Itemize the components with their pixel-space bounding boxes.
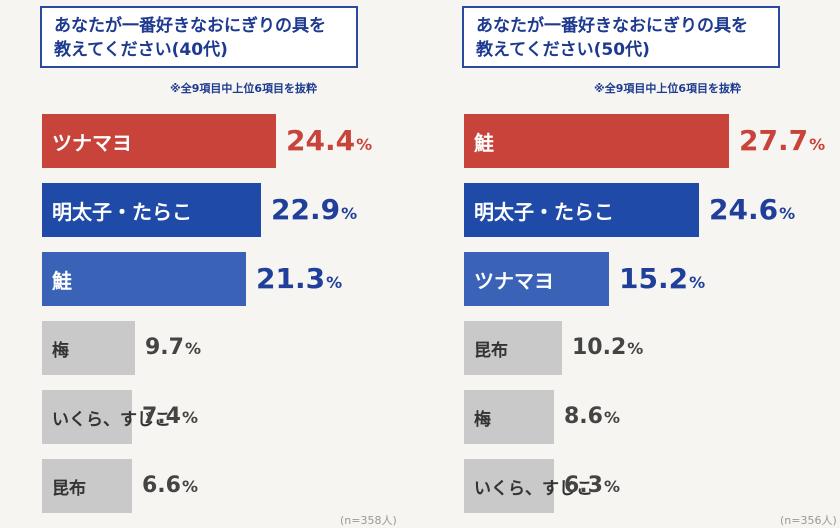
chart-title-box: あなたが一番好きなおにぎりの具を 教えてください(40代) [40, 6, 358, 68]
bar-label: ツナマヨ [474, 268, 554, 293]
bar: いくら、すじこ [464, 459, 593, 513]
bar-label: 梅 [52, 340, 69, 361]
chart-panel-40s: あなたが一番好きなおにぎりの具を 教えてください(40代) ※全9項目中上位6項… [40, 0, 440, 527]
bar: 梅 [464, 390, 554, 444]
chart-panel-50s: あなたが一番好きなおにぎりの具を 教えてください(50代) ※全9項目中上位6項… [462, 0, 840, 527]
bar-value-unit: % [603, 477, 621, 496]
bar-value-unit: % [779, 204, 796, 223]
bar-value-label: 6.3% [564, 459, 620, 513]
bar-value-unit: % [184, 339, 202, 358]
chart-title-box: あなたが一番好きなおにぎりの具を 教えてください(50代) [462, 6, 780, 68]
bar-value-unit: % [341, 204, 358, 223]
bar-value-unit: % [181, 477, 199, 496]
bar: ツナマヨ [42, 114, 276, 168]
bar-value-number: 7.4 [142, 404, 181, 429]
sample-size: (n=356人) [780, 514, 837, 527]
bar-value-label: 15.2% [619, 252, 705, 306]
bar-value-label: 9.7% [145, 321, 201, 375]
bar: 梅 [42, 321, 135, 375]
bar-label: 昆布 [52, 478, 86, 499]
bar-label: ツナマヨ [52, 130, 132, 155]
bar-label: 昆布 [474, 340, 508, 361]
bar: 明太子・たらこ [42, 183, 261, 237]
bar-value-label: 7.4% [142, 390, 198, 444]
bar-value-number: 27.7 [739, 124, 809, 157]
bar-label: いくら、すじこ [52, 409, 171, 430]
bar-value-label: 27.7% [739, 114, 825, 168]
bar-value-unit: % [326, 273, 343, 292]
bar-value-number: 9.7 [145, 335, 184, 360]
bar-value-number: 24.4 [286, 124, 356, 157]
bar: 鮭 [464, 114, 729, 168]
bar-label: 明太子・たらこ [474, 199, 614, 224]
bar-value-label: 24.4% [286, 114, 372, 168]
bar-value-number: 10.2 [572, 335, 627, 360]
bar-value-number: 8.6 [564, 404, 603, 429]
bar: 昆布 [464, 321, 562, 375]
bar-value-unit: % [809, 135, 826, 154]
bar: 鮭 [42, 252, 246, 306]
chart-title-line: 教えてください(50代) [476, 40, 650, 60]
sample-size: (n=358人) [340, 514, 397, 527]
bar-label: 鮭 [474, 130, 494, 155]
chart-title-line: あなたが一番好きなおにぎりの具を [54, 16, 326, 36]
bar-value-number: 15.2 [619, 262, 689, 295]
bar-value-unit: % [689, 273, 706, 292]
bar-value-number: 24.6 [709, 193, 779, 226]
bar-value-label: 21.3% [256, 252, 342, 306]
bar: 明太子・たらこ [464, 183, 699, 237]
bar-label: いくら、すじこ [474, 478, 593, 499]
bar-value-unit: % [181, 408, 199, 427]
bar-label: 梅 [474, 409, 491, 430]
bar-value-unit: % [603, 408, 621, 427]
bar: ツナマヨ [464, 252, 609, 306]
bar-value-number: 22.9 [271, 193, 341, 226]
bar-value-label: 10.2% [572, 321, 643, 375]
bar-value-unit: % [356, 135, 373, 154]
chart-title-line: 教えてください(40代) [54, 40, 228, 60]
bar-value-label: 24.6% [709, 183, 795, 237]
bar-value-number: 6.3 [564, 473, 603, 498]
bar-value-label: 22.9% [271, 183, 357, 237]
bar-value-number: 21.3 [256, 262, 326, 295]
chart-note: ※全9項目中上位6項目を抜粋 [170, 82, 318, 95]
bar: いくら、すじこ [42, 390, 171, 444]
bar-label: 明太子・たらこ [52, 199, 192, 224]
bar-value-number: 6.6 [142, 473, 181, 498]
bar-value-unit: % [627, 339, 644, 358]
chart-title-line: あなたが一番好きなおにぎりの具を [476, 16, 748, 36]
chart-note: ※全9項目中上位6項目を抜粋 [594, 82, 742, 95]
bar-value-label: 8.6% [564, 390, 620, 444]
bar: 昆布 [42, 459, 132, 513]
bar-label: 鮭 [52, 268, 72, 293]
bar-value-label: 6.6% [142, 459, 198, 513]
